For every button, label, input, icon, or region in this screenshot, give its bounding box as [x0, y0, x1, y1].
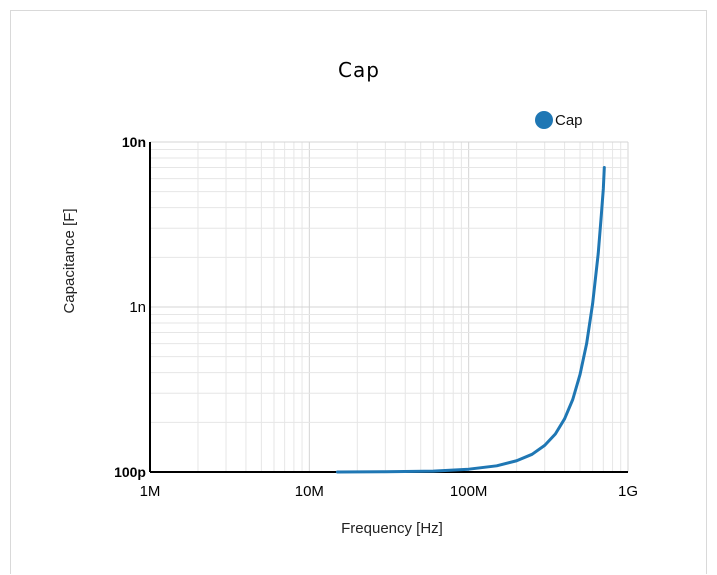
y-axis-label: Capacitance [F]	[61, 208, 78, 313]
y-tick-label: 1n	[129, 299, 146, 316]
grid	[149, 141, 629, 473]
x-axis-label: Frequency [Hz]	[341, 520, 443, 537]
y-tick-label: 10n	[122, 134, 146, 150]
chart-title: Cap	[338, 58, 380, 82]
y-tick-label: 100p	[114, 464, 146, 480]
series-layer	[335, 166, 606, 474]
series-line-cap	[335, 166, 606, 474]
x-tick-label: 1M	[140, 483, 161, 500]
legend: Cap	[535, 111, 583, 129]
x-tick-label: 100M	[450, 483, 488, 500]
chart-frame: Cap 1M 10M 100M 1G 100p 1n 10n Frequency [Hz] …	[10, 10, 707, 574]
legend-marker	[535, 111, 553, 129]
x-tick-label: 1G	[618, 483, 638, 500]
x-tick-label: 10M	[295, 483, 324, 500]
tick-labels: 1M 10M 100M 1G 100p 1n 10n	[114, 134, 638, 500]
legend-label: Cap	[555, 112, 583, 129]
